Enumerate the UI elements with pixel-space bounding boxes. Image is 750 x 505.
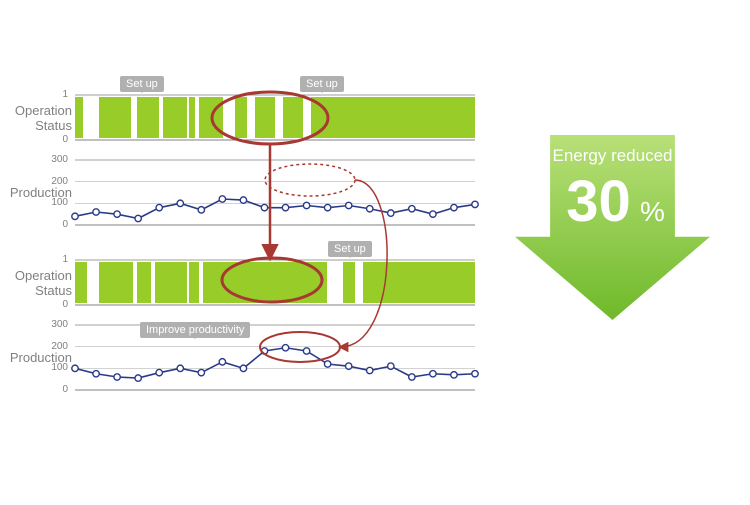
axis-tick: 1	[0, 254, 68, 265]
axis-tick: 300	[0, 154, 68, 165]
callout-setup: Set up	[328, 241, 372, 257]
label-operation-status: OperationStatus	[0, 103, 72, 133]
figure-root: Energy reduced30% 01OperationStatus01002…	[0, 0, 750, 500]
label-operation-status: OperationStatus	[0, 268, 72, 298]
svg-text:Energy reduced: Energy reduced	[552, 146, 672, 165]
axis-tick: 1	[0, 89, 68, 100]
callout-setup: Set up	[300, 76, 344, 92]
figure-svg: Energy reduced 30%	[0, 0, 750, 500]
label-production: Production	[0, 185, 72, 200]
svg-text:30: 30	[566, 169, 631, 234]
svg-text:%: %	[640, 196, 665, 227]
axis-tick: 0	[0, 219, 68, 230]
label-production: Production	[0, 350, 72, 365]
axis-tick: 0	[0, 134, 68, 145]
callout-setup: Set up	[120, 76, 164, 92]
callout-improve: Improve productivity	[140, 322, 250, 338]
axis-tick: 0	[0, 299, 68, 310]
axis-tick: 300	[0, 319, 68, 330]
axis-tick: 0	[0, 384, 68, 395]
